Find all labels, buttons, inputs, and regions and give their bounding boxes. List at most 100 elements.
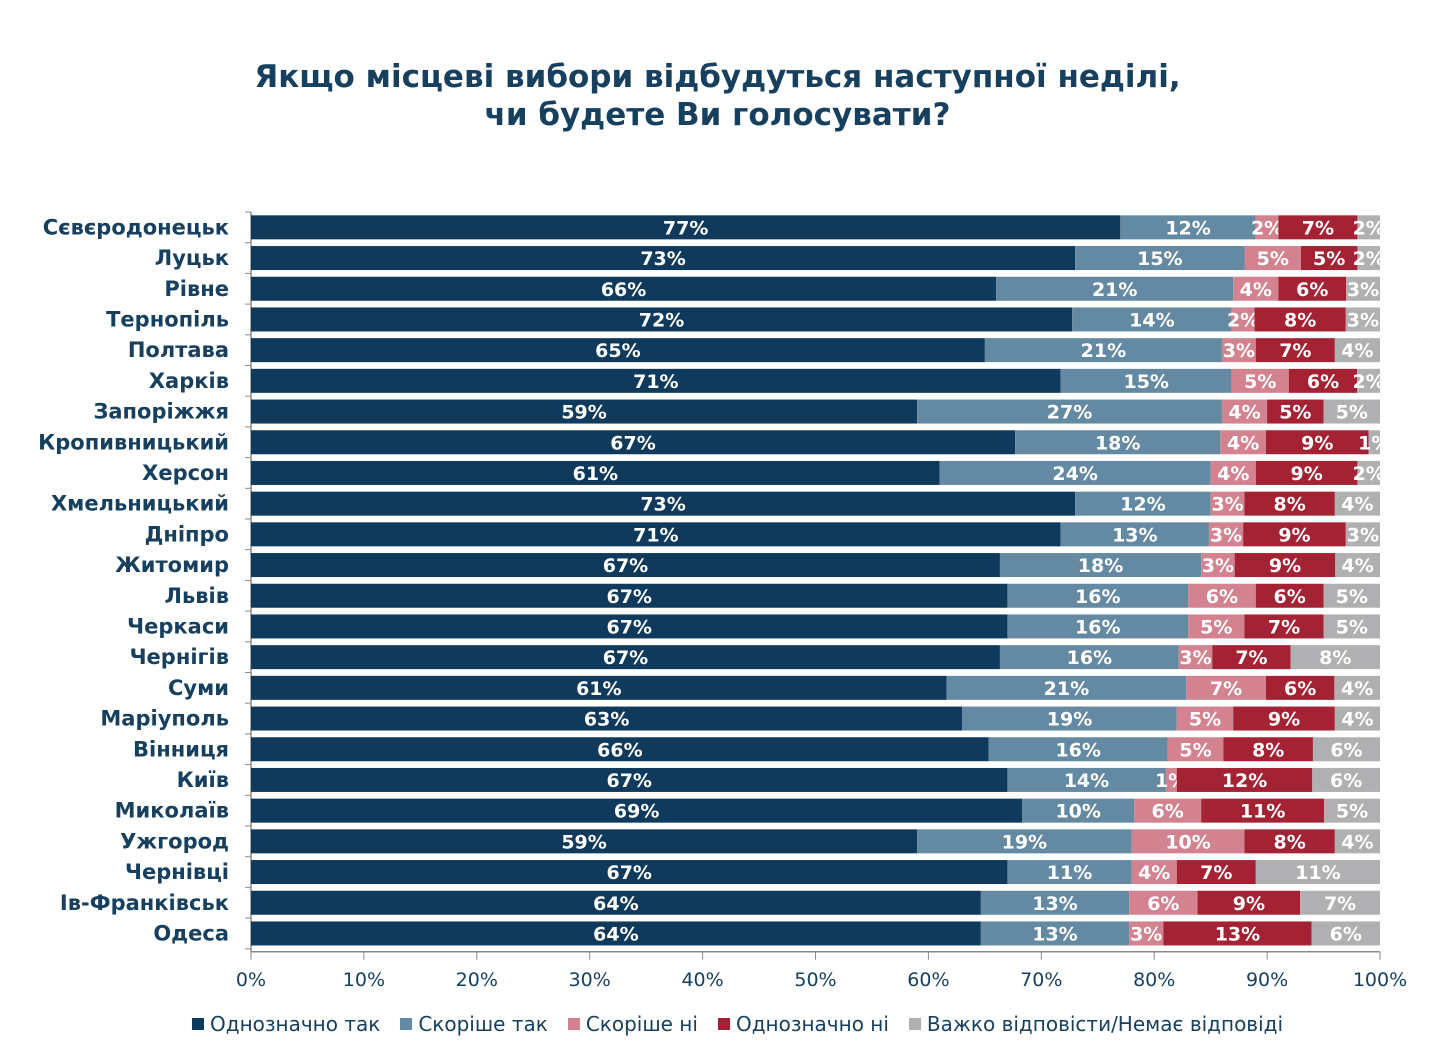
data-label: 67% <box>603 555 648 577</box>
bar-segment <box>1345 522 1380 547</box>
data-label: 4% <box>1341 831 1373 853</box>
data-label: 9% <box>1278 524 1310 546</box>
data-label: 3% <box>1223 340 1255 362</box>
data-label: 59% <box>561 831 606 853</box>
bar-segment <box>1300 246 1358 271</box>
data-label: 16% <box>1075 616 1120 638</box>
bar-segment <box>1060 368 1232 393</box>
data-label: 66% <box>597 739 642 761</box>
data-label: 7% <box>1268 616 1300 638</box>
data-label: 67% <box>606 586 651 608</box>
data-label: 67% <box>603 647 648 669</box>
data-label: 3% <box>1210 524 1242 546</box>
bar-segment <box>251 860 1008 885</box>
data-label: 73% <box>640 494 685 516</box>
category-label: Одеса <box>153 921 229 945</box>
data-label: 10% <box>1165 831 1210 853</box>
data-label: 5% <box>1200 616 1232 638</box>
bar-segment <box>251 675 947 700</box>
data-label: 6% <box>1307 371 1339 393</box>
data-label: 4% <box>1240 279 1272 301</box>
legend-item: Важко відповісти/Немає відповіді <box>908 1012 1283 1036</box>
legend-label: Однозначно так <box>210 1012 381 1036</box>
bar-segment <box>251 460 940 485</box>
bar-segment <box>980 890 1130 915</box>
bar-segment <box>251 276 997 301</box>
data-label: 12% <box>1222 770 1267 792</box>
data-label: 16% <box>1075 586 1120 608</box>
legend-label: Скоріше ні <box>585 1012 698 1036</box>
data-label: 1% <box>1358 432 1390 454</box>
bar-segment <box>1288 368 1358 393</box>
legend-item: Однозначно так <box>192 1012 380 1036</box>
data-label: 6% <box>1151 801 1183 823</box>
bar-segment <box>1129 890 1198 915</box>
bar-segment <box>1176 860 1256 885</box>
data-label: 4% <box>1341 494 1373 516</box>
data-label: 2% <box>1353 217 1385 239</box>
data-label: 13% <box>1032 893 1077 915</box>
data-label: 67% <box>606 862 651 884</box>
bar-segment <box>1231 368 1289 393</box>
data-label: 13% <box>1215 923 1260 945</box>
bar-segment <box>1244 829 1335 854</box>
bar-segment <box>1163 921 1312 946</box>
category-label: Миколаїв <box>115 799 229 823</box>
bar-segment <box>1357 368 1380 393</box>
bar-segment <box>1290 645 1380 670</box>
data-label: 19% <box>1002 831 1047 853</box>
legend-swatch <box>908 1018 921 1030</box>
bar-segment <box>251 706 963 731</box>
bar-segment <box>1244 246 1301 271</box>
bar-segment <box>1278 276 1347 301</box>
data-label: 4% <box>1341 340 1373 362</box>
data-label: 21% <box>1081 340 1126 362</box>
category-label: Чернігів <box>130 645 229 669</box>
bar-segment <box>917 829 1132 854</box>
legend-swatch <box>400 1018 413 1030</box>
data-label: 8% <box>1274 831 1306 853</box>
data-label: 13% <box>1112 524 1157 546</box>
data-label: 3% <box>1211 494 1243 516</box>
bar-segment <box>939 460 1211 485</box>
bar-segment <box>1178 645 1213 670</box>
data-label: 2% <box>1251 217 1283 239</box>
bar-segment <box>1233 706 1335 731</box>
bar-segment <box>1176 767 1313 792</box>
data-label: 64% <box>593 893 638 915</box>
category-label: Київ <box>177 768 229 792</box>
data-label: 14% <box>1064 770 1109 792</box>
category-label: Чернівці <box>125 860 229 884</box>
bar-segment <box>1255 460 1358 485</box>
bar-segment <box>1129 921 1164 946</box>
bar-segment <box>1345 307 1380 332</box>
bar-segment <box>1254 307 1346 332</box>
bar-segment <box>1255 215 1279 240</box>
data-label: 4% <box>1138 862 1170 884</box>
bar-segment <box>1323 583 1380 608</box>
bar-segment <box>251 583 1008 608</box>
data-label: 16% <box>1067 647 1112 669</box>
data-label: 3% <box>1130 923 1162 945</box>
legend-swatch <box>717 1018 730 1030</box>
data-label: 5% <box>1179 739 1211 761</box>
data-label: 5% <box>1336 801 1368 823</box>
bar-segment <box>251 767 1008 792</box>
category-label: Дніпро <box>145 522 229 546</box>
data-label: 61% <box>576 678 621 700</box>
data-label: 3% <box>1347 524 1379 546</box>
bar-segment <box>1131 829 1245 854</box>
data-label: 6% <box>1296 279 1328 301</box>
data-label: 12% <box>1165 217 1210 239</box>
bar-segment <box>1323 614 1380 639</box>
bar-segment <box>251 829 918 854</box>
data-label: 6% <box>1274 586 1306 608</box>
data-label: 9% <box>1233 893 1265 915</box>
bar-segment <box>1188 583 1256 608</box>
bar-segment <box>251 491 1076 516</box>
data-label: 5% <box>1244 371 1276 393</box>
category-label: Херсон <box>142 461 229 485</box>
data-label: 8% <box>1252 739 1284 761</box>
bar-segment <box>1220 430 1266 455</box>
data-label: 63% <box>584 709 629 731</box>
